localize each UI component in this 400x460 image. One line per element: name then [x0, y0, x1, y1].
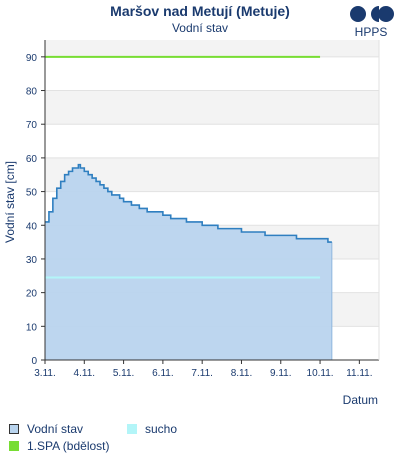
legend-label-1spa: 1.SPA (bdělost)	[27, 439, 110, 453]
legend-swatch-vodni-stav	[9, 424, 19, 434]
hpps-logo-icon	[350, 6, 394, 22]
grid-band	[45, 56, 379, 91]
y-axis-label: Vodní stav [cm]	[3, 161, 17, 243]
series-fill	[45, 164, 332, 360]
x-tick-label: 7.11.	[191, 368, 213, 379]
grid-band	[45, 124, 379, 158]
legend-swatch-1spa	[9, 441, 19, 451]
y-tick-label: 40	[26, 221, 38, 232]
axes	[44, 40, 380, 361]
logo-text: HPPS	[354, 25, 388, 39]
y-tick-label: 70	[26, 120, 38, 131]
y-tick-label: 60	[26, 154, 38, 165]
hpps-logo: HPPS	[346, 5, 396, 41]
y-tick-label: 20	[26, 289, 38, 300]
legend-item-vodni-stav: Vodní stav	[9, 422, 83, 436]
legend-label-sucho: sucho	[145, 422, 178, 436]
y-tick-label: 90	[26, 53, 38, 64]
x-tick-label: 10.11.	[307, 368, 334, 379]
grid-band	[45, 90, 379, 125]
grid-band	[45, 40, 379, 57]
series-area	[45, 163, 333, 360]
chart-title: Maršov nad Metují (Metuje)	[110, 3, 290, 19]
x-tick-label: 8.11.	[231, 368, 253, 379]
series-line	[45, 163, 332, 243]
x-tick-labels: 3.11. 4.11. 5.11. 6.11. 7.11. 8.11. 9.11. 10.11…	[34, 360, 373, 379]
x-tick-label: 3.11.	[34, 368, 56, 379]
x-tick-label: 11.11.	[346, 368, 372, 379]
threshold-lines	[45, 55, 321, 279]
legend-item-sucho: sucho	[127, 422, 177, 436]
x-tick-label: 4.11.	[74, 368, 96, 379]
x-tick-label: 5.11.	[113, 368, 135, 379]
x-tick-label: 9.11.	[270, 368, 292, 379]
y-tick-label: 50	[26, 188, 38, 199]
y-tick-label: 10	[26, 322, 38, 333]
y-tick-label: 0	[31, 356, 37, 367]
y-tick-labels: 0 10 20 30 40 50 60 70 80 90	[26, 53, 45, 367]
chart-subtitle: Vodní stav	[171, 21, 229, 35]
legend-item-1spa: 1.SPA (bdělost)	[9, 439, 110, 453]
legend-swatch-sucho	[127, 424, 137, 434]
y-tick-label: 30	[26, 255, 38, 266]
legend-label-vodni-stav: Vodní stav	[27, 422, 84, 436]
x-tick-label: 6.11.	[152, 368, 174, 379]
y-tick-label: 80	[26, 87, 38, 98]
x-axis-label: Datum	[343, 393, 378, 407]
